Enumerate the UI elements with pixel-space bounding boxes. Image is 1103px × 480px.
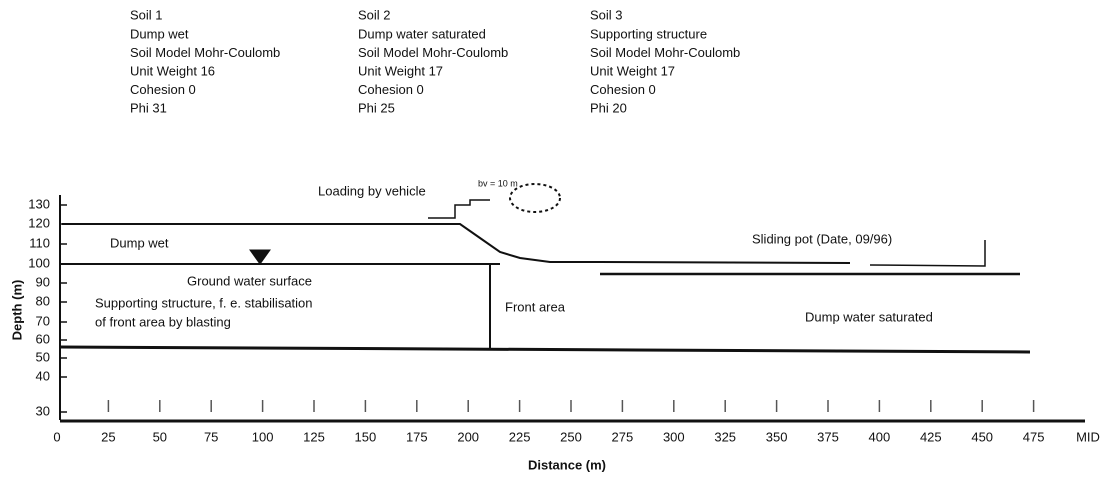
x-tick-label: 150: [355, 429, 377, 444]
annotation: bv = 10 m: [478, 178, 518, 188]
y-tick-label: 40: [36, 368, 50, 383]
annotation: Supporting structure, f. e. stabilisatio…: [95, 295, 313, 310]
load-pile: [509, 183, 561, 213]
soil-property: Soil Model Mohr-Coulomb: [590, 45, 740, 60]
soil-property: Phi 31: [130, 100, 167, 115]
annotation: Dump water saturated: [805, 309, 933, 324]
x-tick-label: 300: [663, 429, 685, 444]
soil-property: Unit Weight 17: [358, 63, 443, 78]
x-tick-label: 250: [560, 429, 582, 444]
x-tick-label: 75: [204, 429, 218, 444]
sliding-edge: [869, 240, 986, 267]
y-tick-label: 80: [36, 293, 50, 308]
annotation: Dump wet: [110, 235, 169, 250]
soil-property: Cohesion 0: [590, 82, 656, 97]
section-lines: [59, 183, 1085, 423]
vehicle: [428, 199, 490, 219]
y-tick-label: 100: [28, 255, 50, 270]
x-tick-label: 200: [457, 429, 479, 444]
soil-property: Dump water saturated: [358, 26, 486, 41]
x-tick-label: 400: [869, 429, 891, 444]
soil-property: Cohesion 0: [130, 82, 196, 97]
x-tick-label: 25: [101, 429, 115, 444]
y-tick-label: 90: [36, 274, 50, 289]
x-tick-label: 425: [920, 429, 942, 444]
x-tick-label: 50: [153, 429, 167, 444]
x-tick-label: 225: [509, 429, 531, 444]
x-tick-label: 475: [1023, 429, 1045, 444]
x-tick-label: MID: [1076, 429, 1100, 444]
x-tick-label: 275: [612, 429, 634, 444]
annotation: Sliding pot (Date, 09/96): [752, 231, 892, 246]
x-tick-label: 0: [53, 429, 60, 444]
soil-property: Unit Weight 17: [590, 63, 675, 78]
x-tick-label: 375: [817, 429, 839, 444]
y-tick-label: 50: [36, 349, 50, 364]
annotation: Ground water surface: [187, 273, 312, 288]
soil-property: Supporting structure: [590, 26, 707, 41]
y-tick-label: 120: [28, 215, 50, 230]
soil-name: Soil 2: [358, 7, 391, 22]
y-axis-label: Depth (m): [9, 280, 24, 341]
annotation: Loading by vehicle: [318, 183, 426, 198]
y-tick-label: 30: [36, 403, 50, 418]
y-tick-label: 70: [36, 313, 50, 328]
soil-property: Soil Model Mohr-Coulomb: [358, 45, 508, 60]
x-tick-label: 175: [406, 429, 428, 444]
soil-property: Phi 25: [358, 100, 395, 115]
soil-name: Soil 3: [590, 7, 623, 22]
soil-property: Phi 20: [590, 100, 627, 115]
x-tick-label: 100: [252, 429, 274, 444]
x-tick-label: 325: [714, 429, 736, 444]
x-tick-label: 125: [303, 429, 325, 444]
soil-property: Unit Weight 16: [130, 63, 215, 78]
y-tick-label: 110: [29, 235, 50, 250]
x-axis-label: Distance (m): [528, 457, 606, 472]
water-marker: [249, 249, 271, 265]
soil-name: Soil 1: [130, 7, 163, 22]
annotation: of front area by blasting: [95, 314, 231, 329]
soil-property: Dump wet: [130, 26, 189, 41]
soil-property: Cohesion 0: [358, 82, 424, 97]
annotation: Front area: [505, 299, 566, 314]
soil-property: Soil Model Mohr-Coulomb: [130, 45, 280, 60]
y-tick-label: 130: [28, 196, 50, 211]
x-tick-label: 350: [766, 429, 788, 444]
x-tick-label: 450: [971, 429, 993, 444]
base-line: [59, 345, 1031, 354]
ground-surface: [62, 223, 851, 264]
y-tick-label: 60: [36, 331, 50, 346]
